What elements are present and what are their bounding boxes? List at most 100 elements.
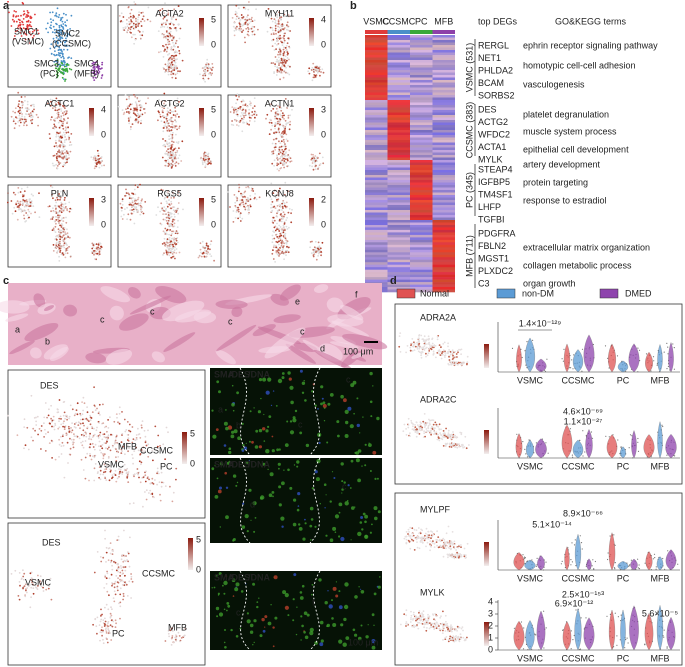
cell-dot	[112, 621, 114, 623]
cell-dot	[313, 74, 315, 76]
heat-cell	[388, 105, 411, 108]
cell-dot	[166, 201, 168, 203]
cell-dot	[93, 245, 95, 247]
cell-dot	[315, 70, 317, 72]
cell-dot	[154, 479, 156, 481]
heat-cell	[410, 78, 433, 81]
heat-cell	[388, 90, 411, 93]
cell-dot	[271, 210, 273, 212]
cell-dot	[317, 168, 319, 170]
cell-dot	[104, 530, 106, 532]
cell-dot	[65, 126, 67, 128]
heat-cell	[410, 130, 433, 133]
heat-cell	[433, 218, 456, 221]
cell-dot	[283, 133, 285, 135]
if-signal	[212, 587, 213, 588]
cell-dot	[101, 77, 103, 79]
cell-dot	[279, 113, 281, 115]
heat-cell	[410, 257, 433, 260]
cell-dot	[272, 21, 274, 23]
cell-dot	[109, 547, 111, 549]
cell-dot	[98, 477, 100, 479]
cell-dot	[119, 572, 121, 574]
cell-dot	[58, 439, 60, 441]
heat-cell	[410, 255, 433, 258]
if-signal	[218, 390, 221, 393]
cell-dot	[278, 51, 280, 53]
heat-cell	[433, 143, 456, 146]
cell-dot	[236, 199, 238, 201]
cell-dot	[159, 481, 161, 483]
if-signal	[289, 386, 293, 390]
cell-dot	[282, 112, 284, 114]
cell-dot	[242, 99, 244, 101]
cell-dot	[83, 469, 85, 471]
cell-dot	[23, 218, 25, 220]
cell-dot	[278, 70, 280, 72]
if-signal	[320, 385, 323, 388]
cell-dot	[68, 426, 70, 428]
cell-dot	[283, 46, 285, 48]
cell-dot	[309, 246, 311, 248]
cell-dot	[274, 261, 276, 263]
gene: DES	[478, 104, 497, 114]
cell-dot	[65, 79, 67, 81]
heat-cell	[410, 200, 433, 203]
if-signal	[364, 515, 368, 519]
cell-dot	[242, 201, 244, 203]
cell-dot	[411, 338, 413, 340]
cell-dot	[283, 139, 285, 141]
if-signal	[236, 582, 240, 586]
if-signal	[216, 615, 218, 617]
cell-dot	[153, 497, 155, 499]
cell-dot	[174, 119, 176, 121]
cell-dot	[240, 220, 242, 222]
cell-dot	[171, 141, 173, 143]
cell-dot	[118, 476, 120, 478]
cell-dot	[165, 640, 167, 642]
heat-cell	[410, 123, 433, 126]
cell-dot	[25, 107, 27, 109]
cell-dot	[312, 162, 314, 164]
cluster-label: (CCSMC)	[52, 38, 91, 48]
cell-dot	[120, 452, 122, 454]
cell-dot	[133, 15, 135, 17]
cell-dot	[150, 483, 152, 485]
cell-dot	[74, 423, 76, 425]
heat-cell	[365, 43, 388, 46]
heat-cell	[410, 223, 433, 226]
cell-dot	[168, 74, 170, 76]
if-signal	[372, 451, 376, 455]
if-signal	[343, 618, 346, 621]
cell-dot	[312, 67, 314, 69]
cell-dot	[283, 258, 285, 260]
cell-dot	[283, 49, 285, 51]
region-label: a	[218, 404, 223, 414]
heat-cell	[433, 265, 456, 268]
cell-dot	[287, 54, 289, 56]
cell-dot	[60, 225, 62, 227]
cell-dot	[276, 23, 278, 25]
cell-dot	[427, 343, 429, 345]
heat-cell	[410, 203, 433, 206]
cell-dot	[124, 419, 126, 421]
cell-dot	[315, 241, 317, 243]
heat-cell	[388, 198, 411, 201]
cell-dot	[239, 214, 241, 216]
cell-dot	[285, 237, 287, 239]
if-signal	[224, 646, 227, 649]
cell-dot	[126, 584, 128, 586]
cell-dot	[103, 642, 105, 644]
if-signal	[252, 583, 255, 586]
cell-dot	[175, 19, 177, 21]
cell-dot	[83, 434, 85, 436]
term: response to estradiol	[523, 195, 607, 205]
heat-cell	[433, 240, 456, 243]
cell-dot	[165, 209, 167, 211]
heat-cell	[433, 178, 456, 181]
cluster-label: SMC1	[14, 26, 39, 36]
cell-dot	[179, 641, 181, 643]
cell-dot	[152, 482, 154, 484]
heat-cell	[365, 83, 388, 86]
cell-dot	[283, 118, 285, 120]
